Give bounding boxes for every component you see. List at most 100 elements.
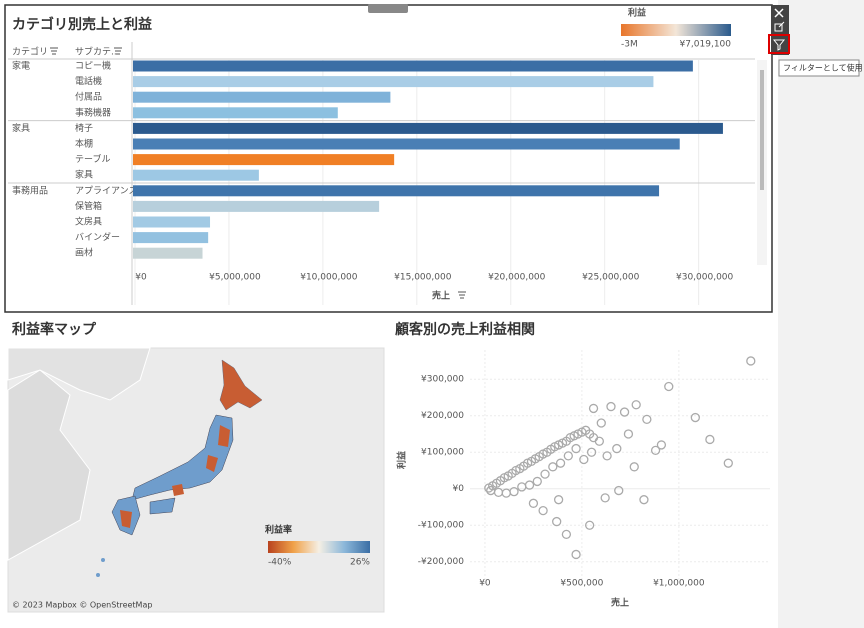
y-tick-label: ¥100,000	[421, 448, 464, 458]
filter-icon	[772, 39, 786, 51]
side-strip	[778, 0, 864, 628]
row-label: 電話機	[75, 75, 102, 87]
y-tick-label: ¥300,000	[421, 375, 464, 385]
close-button[interactable]	[774, 8, 784, 18]
point	[563, 451, 573, 461]
column-header: カテゴリ	[12, 46, 48, 58]
bar	[133, 169, 259, 181]
point	[553, 495, 564, 505]
point	[552, 516, 562, 527]
point	[656, 440, 667, 450]
point	[532, 476, 542, 487]
point	[650, 445, 661, 456]
point	[664, 381, 674, 392]
bar	[133, 91, 391, 103]
x-tick-label: ¥10,000,000	[300, 273, 358, 283]
bar	[133, 216, 211, 228]
point	[631, 400, 641, 410]
point	[596, 418, 606, 428]
sort-icon[interactable]	[50, 47, 122, 55]
sort-icon[interactable]	[458, 291, 466, 299]
y-tick-label: ¥200,000	[421, 411, 464, 421]
tooltip: フィルターとして使用	[783, 63, 863, 73]
point	[540, 469, 550, 479]
point	[600, 493, 610, 503]
popout-button[interactable]	[774, 21, 785, 32]
bar	[133, 247, 203, 259]
map	[7, 347, 263, 577]
y-tick-label: -¥200,000	[418, 557, 464, 567]
region	[120, 510, 132, 528]
region	[219, 359, 263, 411]
region	[172, 484, 184, 496]
point	[639, 495, 649, 505]
y-axis-label: 利益	[396, 451, 408, 470]
row-label: 付属品	[75, 92, 102, 103]
point	[594, 436, 604, 446]
column-header: サブカテ..	[75, 46, 117, 58]
point	[614, 485, 624, 496]
x-tick-label: ¥25,000,000	[582, 273, 640, 283]
bar	[133, 185, 660, 197]
point	[623, 429, 634, 439]
group-label: 家具	[12, 122, 30, 134]
row-label: 家具	[75, 169, 93, 181]
group-label: 事務用品	[12, 184, 48, 196]
legend-min: -40%	[268, 558, 292, 568]
map-title: 利益率マップ	[12, 321, 97, 338]
bar	[133, 154, 395, 166]
point	[606, 401, 616, 412]
region	[218, 425, 230, 447]
legend-max: ¥7,019,100	[679, 40, 731, 50]
point	[629, 462, 639, 472]
point	[555, 458, 566, 468]
x-tick-label: ¥500,000	[560, 579, 603, 589]
legend-title: 利益率	[264, 524, 292, 536]
land-background	[7, 369, 91, 561]
x-tick-label: ¥30,000,000	[676, 273, 734, 283]
tooltip-box	[778, 59, 860, 77]
point	[501, 488, 511, 498]
point	[524, 480, 535, 490]
region	[131, 414, 234, 501]
legend-title: 利益	[627, 7, 646, 19]
point	[585, 520, 595, 530]
point	[586, 447, 597, 457]
scroll-thumb[interactable]	[760, 70, 764, 190]
y-tick-label: -¥100,000	[418, 521, 464, 531]
bar	[133, 60, 693, 72]
row-label: バインダー	[75, 231, 120, 243]
bar	[133, 138, 680, 150]
point	[571, 549, 581, 560]
bar	[133, 107, 338, 119]
point	[642, 414, 652, 425]
row-label: アプライアンス	[75, 185, 137, 196]
x-tick-label: ¥1,000,000	[653, 579, 705, 589]
row-label: 画材	[75, 247, 93, 259]
point	[517, 482, 527, 492]
row-label: 椅子	[75, 122, 93, 134]
point	[723, 458, 733, 468]
x-tick-label: ¥0	[479, 579, 491, 589]
scatter-title: 顧客別の売上利益相関	[395, 321, 535, 338]
point	[705, 434, 715, 445]
row-label: テーブル	[75, 153, 110, 165]
row-label: 保管箱	[75, 200, 102, 212]
x-tick-label: ¥0	[135, 273, 147, 283]
bar	[133, 76, 654, 88]
point	[571, 443, 581, 454]
drag-handle[interactable]	[368, 4, 408, 13]
point	[538, 505, 548, 516]
legend-gradient	[621, 24, 731, 36]
x-tick-label: ¥5,000,000	[209, 273, 261, 283]
x-tick-label: ¥20,000,000	[488, 273, 546, 283]
land-background	[7, 347, 151, 401]
point	[588, 403, 599, 414]
toolbar: フィルターとして使用	[768, 5, 863, 77]
region	[149, 497, 176, 515]
filter-button[interactable]	[768, 34, 790, 54]
bar	[133, 122, 723, 134]
point	[602, 451, 612, 461]
